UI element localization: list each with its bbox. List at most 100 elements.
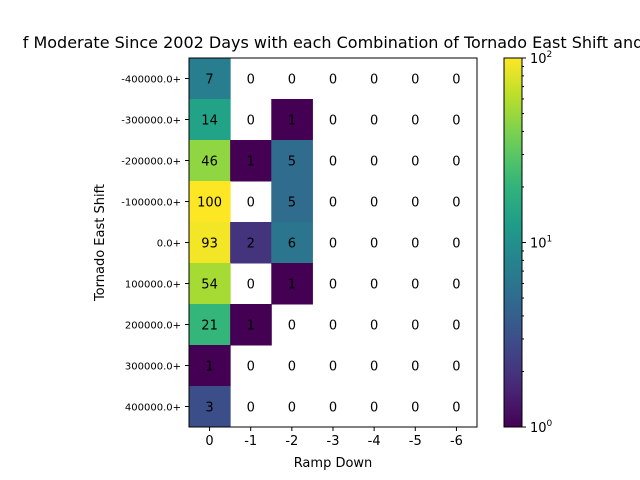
heatmap-cell: [189, 99, 231, 141]
cell-value-label: 54: [201, 278, 218, 293]
x-tick-label: -4: [368, 434, 381, 449]
heatmap-cell: [271, 181, 313, 223]
colorbar-tick-label: 101: [530, 235, 552, 252]
cell-value-label: 0: [247, 196, 255, 211]
cell-value-label: 0: [247, 114, 255, 129]
cell-value-label: 0: [411, 319, 419, 334]
cell-value-label: 2: [247, 237, 255, 252]
heatmap-cell: [189, 181, 231, 223]
cell-value-label: 5: [288, 196, 296, 211]
heatmap-cell: [230, 140, 272, 182]
cell-value-label: 0: [452, 237, 460, 252]
cell-value-label: 1: [288, 114, 296, 129]
cell-value-label: 1: [205, 360, 213, 375]
heatmap-cell: [189, 222, 231, 264]
cell-value-label: 0: [370, 155, 378, 170]
cell-value-label: 0: [288, 360, 296, 375]
cell-value-label: 0: [370, 278, 378, 293]
cell-value-label: 0: [411, 114, 419, 129]
cell-value-label: 0: [329, 155, 337, 170]
cell-value-label: 1: [247, 319, 255, 334]
cell-value-label: 0: [411, 237, 419, 252]
cell-value-label: 0: [370, 360, 378, 375]
y-tick-label: -400000.0+: [121, 75, 181, 86]
x-tick-label: 0: [205, 434, 213, 449]
cell-value-label: 0: [329, 237, 337, 252]
cell-value-label: 0: [452, 319, 460, 334]
y-tick-label: -100000.0+: [121, 198, 181, 209]
cell-value-label: 0: [452, 73, 460, 88]
cell-value-label: 0: [247, 401, 255, 416]
cell-value-label: 21: [201, 319, 218, 334]
cell-value-label: 0: [329, 401, 337, 416]
cell-value-label: 0: [370, 196, 378, 211]
cell-value-label: 0: [411, 401, 419, 416]
cell-value-label: 0: [288, 319, 296, 334]
cell-value-label: 0: [370, 73, 378, 88]
heatmap-cell: [189, 304, 231, 346]
cell-value-label: 0: [247, 278, 255, 293]
cell-value-label: 0: [329, 360, 337, 375]
cell-value-label: 14: [201, 114, 218, 129]
x-tick-label: -1: [244, 434, 257, 449]
x-axis-ticks: 0 -1 -2 -3 -4 -5 -6: [205, 427, 463, 449]
cell-value-label: 0: [329, 73, 337, 88]
cell-value-label: 0: [452, 155, 460, 170]
heatmap-cell: [271, 263, 313, 305]
heatmap-cell: [230, 304, 272, 346]
cell-value-label: 0: [247, 73, 255, 88]
x-tick-label: -2: [285, 434, 298, 449]
heatmap-cell: [271, 99, 313, 141]
y-axis-ticks: -400000.0+ -300000.0+ -200000.0+ -100000.0+…: [121, 75, 189, 414]
cell-value-label: 0: [288, 73, 296, 88]
x-tick-label: -3: [327, 434, 340, 449]
cell-value-label: 0: [370, 237, 378, 252]
cell-value-label: 3: [205, 401, 213, 416]
y-tick-label: 0.0+: [157, 239, 181, 250]
cell-value-label: 0: [288, 401, 296, 416]
cell-value-label: 0: [329, 319, 337, 334]
cell-value-label: 6: [288, 237, 296, 252]
colorbar: [504, 58, 522, 427]
y-tick-label: 300000.0+: [125, 362, 181, 373]
heatmap-cell: [189, 345, 231, 387]
heatmap-cell: [189, 386, 231, 428]
cell-value-label: 0: [411, 196, 419, 211]
y-tick-label: -300000.0+: [121, 116, 181, 127]
cell-value-label: 93: [201, 237, 218, 252]
colorbar-tick-label: 102: [530, 50, 552, 67]
cell-value-label: 0: [329, 114, 337, 129]
cell-value-label: 100: [197, 196, 222, 211]
heatmap-cell: [271, 222, 313, 264]
heatmap-cell: [271, 140, 313, 182]
x-axis-label: Ramp Down: [294, 456, 373, 471]
y-tick-label: 200000.0+: [125, 321, 181, 332]
x-tick-label: -5: [409, 434, 422, 449]
colorbar-ticks: 100 101 102: [522, 50, 553, 436]
chart-title: f Moderate Since 2002 Days with each Com…: [23, 33, 640, 52]
cell-value-label: 1: [247, 155, 255, 170]
heatmap-cell: [189, 58, 231, 100]
heatmap-cell: [189, 140, 231, 182]
cell-value-label: 0: [370, 401, 378, 416]
heatmap-cell: [230, 222, 272, 264]
cell-value-label: 7: [205, 73, 213, 88]
cell-value-label: 0: [370, 114, 378, 129]
cell-value-label: 0: [329, 278, 337, 293]
cell-value-label: 0: [411, 360, 419, 375]
cell-value-label: 0: [329, 196, 337, 211]
y-tick-label: 100000.0+: [125, 280, 181, 291]
cell-value-label: 0: [370, 319, 378, 334]
x-tick-label: -6: [450, 434, 463, 449]
cell-value-label: 0: [452, 401, 460, 416]
y-tick-label: 400000.0+: [125, 403, 181, 414]
cell-value-label: 0: [411, 73, 419, 88]
cell-value-label: 5: [288, 155, 296, 170]
cell-value-label: 0: [411, 278, 419, 293]
cell-value-label: 0: [452, 278, 460, 293]
cell-value-label: 0: [411, 155, 419, 170]
cell-value-label: 1: [288, 278, 296, 293]
cell-value-label: 0: [452, 360, 460, 375]
